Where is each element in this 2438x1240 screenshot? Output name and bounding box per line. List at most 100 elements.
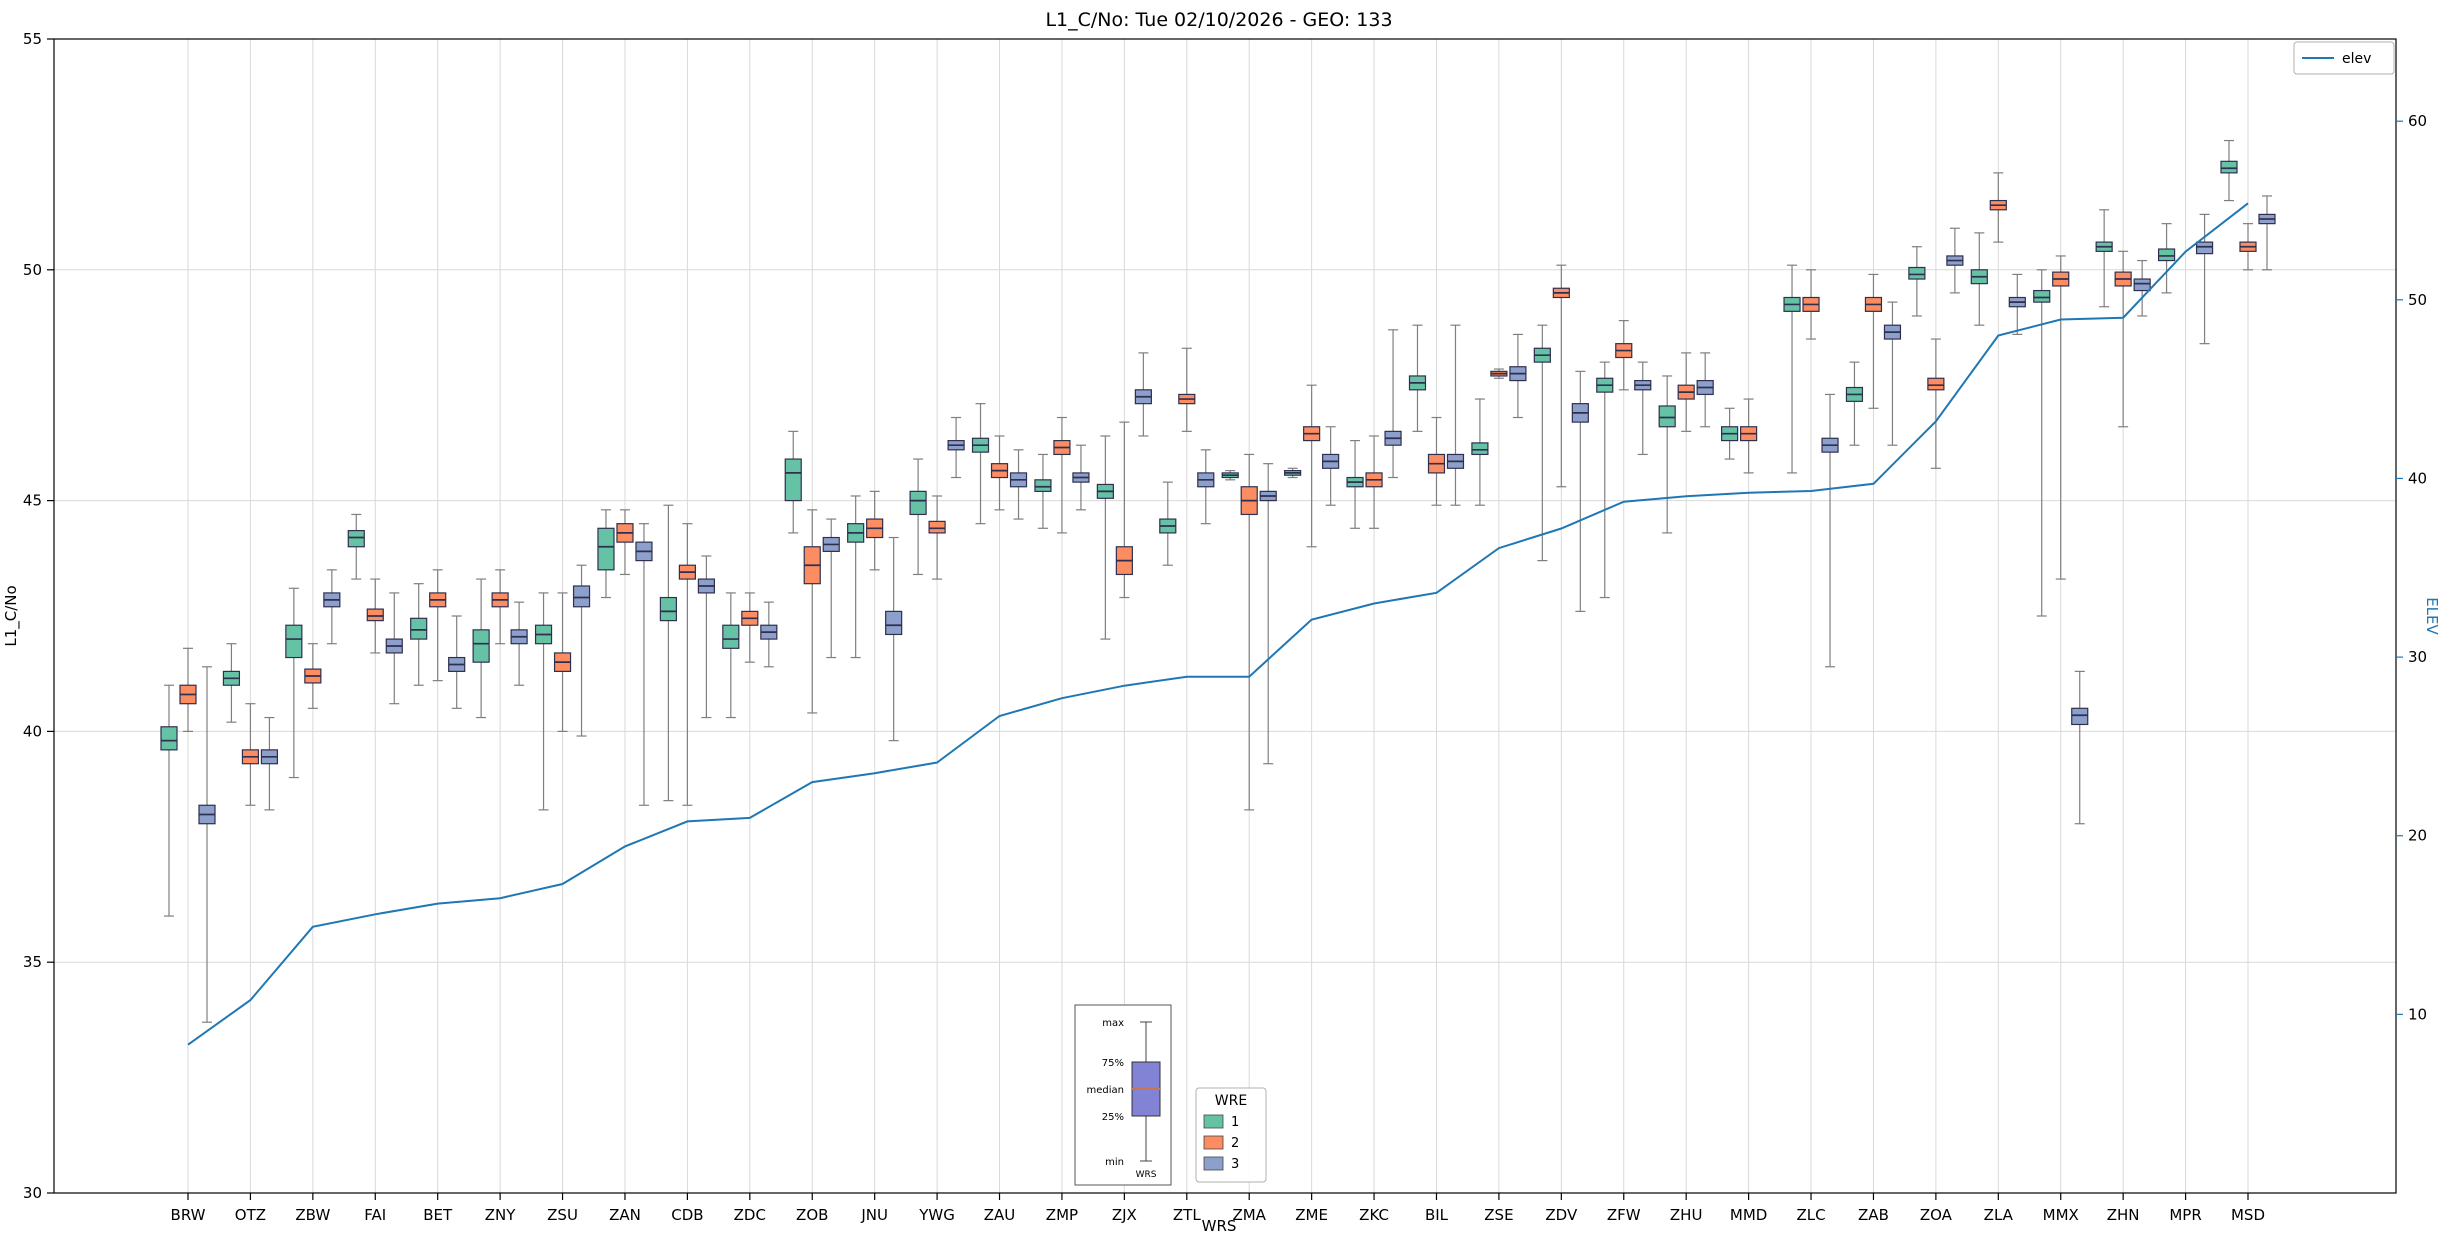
x-tick-label: ZLA	[1984, 1206, 2014, 1224]
box-group	[1303, 384, 1321, 548]
inset-label: median	[1087, 1085, 1125, 1096]
box-group	[1658, 375, 1676, 534]
box	[366, 608, 384, 622]
box-group	[2133, 259, 2151, 317]
box-group	[1322, 426, 1340, 506]
box-group	[1615, 319, 1633, 391]
box-group	[1197, 449, 1215, 525]
box-group	[448, 615, 466, 709]
box-group	[534, 592, 553, 811]
box-group	[347, 513, 365, 580]
box-group	[1490, 368, 1508, 379]
x-tick-label: ZTL	[1173, 1206, 1201, 1224]
box-group	[410, 583, 428, 686]
box-group	[885, 536, 903, 742]
box-group	[553, 592, 572, 733]
box-group	[1721, 407, 1739, 460]
box-group	[1053, 416, 1071, 534]
box-group	[1115, 421, 1133, 599]
box-group	[1970, 232, 1988, 326]
x-tick-label: OTZ	[235, 1206, 266, 1224]
box-group	[822, 518, 840, 659]
y-tick-label-left: 40	[23, 722, 42, 740]
box-group	[597, 509, 615, 599]
x-tick-label: MMX	[2043, 1206, 2079, 1224]
box-group	[385, 592, 403, 705]
box-group	[1471, 398, 1489, 506]
box-group	[722, 592, 740, 719]
wre-legend-title: WRE	[1215, 1093, 1247, 1109]
box-group	[160, 684, 178, 917]
box-group	[1159, 481, 1177, 566]
box	[1658, 405, 1676, 428]
box-group	[2033, 269, 2051, 617]
x-tick-label: ZMA	[1232, 1206, 1266, 1224]
box	[410, 617, 428, 640]
box-group	[1240, 453, 1258, 811]
box-group	[1802, 269, 1820, 340]
box-group	[847, 495, 865, 659]
box-group	[990, 435, 1009, 511]
box	[2033, 289, 2051, 303]
x-tick-label: ZDV	[1545, 1206, 1578, 1224]
x-tick-label: ZJX	[1112, 1206, 1137, 1224]
inset-label: 25%	[1102, 1112, 1124, 1123]
box	[472, 629, 490, 663]
box-group	[1596, 361, 1614, 599]
box-group	[1384, 329, 1402, 479]
box	[1034, 479, 1052, 492]
box	[2220, 160, 2238, 174]
x-tick-label: ZAU	[984, 1206, 1016, 1224]
y-tick-label-right: 60	[2408, 112, 2427, 130]
wre-legend-item-label: 3	[1231, 1157, 1239, 1172]
box-group	[1696, 352, 1714, 428]
box-group	[1989, 172, 2007, 243]
box-group	[697, 555, 715, 719]
box-group	[803, 509, 821, 714]
x-tick-label: ZHN	[2107, 1206, 2140, 1224]
box-group	[179, 647, 197, 733]
x-tick-label: ZAB	[1858, 1206, 1889, 1224]
inset-label: min	[1105, 1157, 1124, 1168]
x-tick-label: ZLC	[1796, 1206, 1825, 1224]
box-group	[2095, 209, 2113, 308]
box-group	[1034, 453, 1052, 529]
y-tick-label-left: 50	[23, 261, 42, 279]
x-tick-label: BET	[423, 1206, 453, 1224]
box-group	[616, 509, 634, 576]
box-group	[1533, 324, 1551, 562]
box-group	[304, 643, 322, 709]
box	[885, 610, 903, 636]
elev-line	[187, 202, 2249, 1046]
box-group	[2071, 670, 2089, 825]
box-group	[366, 578, 384, 654]
x-tick-label: ZBW	[295, 1206, 330, 1224]
inset-label: 75%	[1102, 1058, 1124, 1069]
box-group	[947, 416, 965, 479]
y-tick-label-left: 35	[23, 953, 42, 971]
elev-legend-label: elev	[2342, 51, 2371, 67]
box-group	[2008, 273, 2026, 336]
wre-legend-item-label: 2	[1231, 1136, 1239, 1151]
box-group	[1446, 324, 1465, 506]
x-axis-label: WRS	[1202, 1217, 1237, 1235]
box	[285, 624, 303, 659]
box	[572, 585, 591, 608]
x-tick-label: ZAN	[609, 1206, 641, 1224]
box-group	[198, 666, 216, 1023]
plot-border	[53, 38, 2397, 1194]
box-group	[1134, 352, 1152, 437]
box-group	[1571, 370, 1589, 612]
box-group	[1677, 352, 1695, 432]
box-group	[2157, 223, 2176, 294]
box-group	[1946, 227, 1964, 294]
box-group	[2220, 139, 2238, 202]
chart-title: L1_C/No: Tue 02/10/2026 - GEO: 133	[1045, 9, 1392, 31]
box-group	[323, 569, 341, 645]
box-group	[971, 403, 990, 525]
wre-legend: WRE 1 2 3	[1195, 1087, 1267, 1183]
box-group	[1552, 264, 1570, 488]
x-tick-label: FAI	[364, 1206, 386, 1224]
